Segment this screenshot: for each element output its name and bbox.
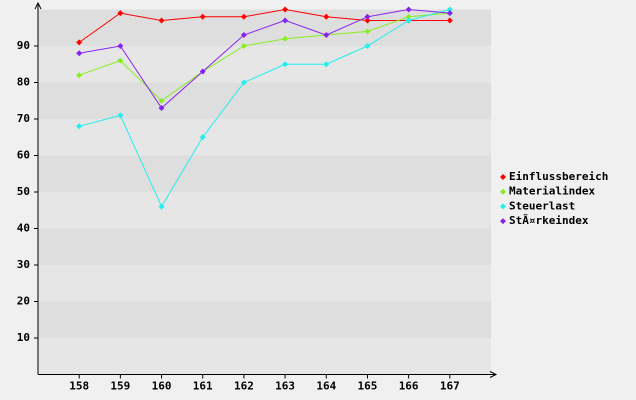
data-point (240, 32, 247, 39)
legend-label: StÃ¤rkeindex (509, 214, 589, 227)
data-point (364, 17, 371, 24)
data-point (158, 17, 165, 24)
y-tick-label: 80 (17, 76, 30, 89)
grid-band (38, 155, 491, 192)
y-tick-label: 20 (17, 295, 30, 308)
x-tick-label: 162 (234, 380, 254, 393)
y-tick-label: 60 (17, 149, 30, 162)
data-point (76, 39, 83, 46)
data-point (158, 105, 165, 112)
data-point (446, 6, 453, 13)
series-line (79, 8, 450, 109)
data-point (446, 17, 453, 24)
series-line (79, 12, 450, 102)
data-point (240, 79, 247, 86)
data-point (446, 10, 453, 17)
data-point (117, 43, 124, 49)
x-axis-arrow (489, 371, 498, 378)
y-tick-label: 40 (17, 222, 30, 235)
data-point (117, 57, 124, 64)
x-tick-label: 167 (440, 380, 460, 393)
data-point (240, 13, 247, 20)
y-axis-arrow (34, 1, 42, 10)
legend-marker (500, 188, 506, 195)
data-point (117, 112, 124, 119)
data-point (76, 123, 83, 130)
x-tick-label: 163 (275, 380, 295, 393)
legend-marker (500, 203, 506, 210)
y-tick-label: 70 (17, 112, 30, 125)
data-point (282, 61, 289, 68)
x-tick-label: 161 (193, 380, 213, 393)
y-tick-label: 90 (17, 39, 30, 52)
data-point (282, 6, 289, 13)
data-point (364, 13, 371, 20)
data-point (282, 35, 289, 42)
x-tick-label: 158 (69, 380, 89, 393)
x-tick-label: 160 (152, 380, 172, 393)
data-point (199, 68, 206, 75)
series-line (79, 9, 450, 208)
grid-band (38, 119, 491, 156)
data-point (199, 13, 206, 20)
grid-band (38, 46, 491, 83)
data-point (405, 13, 412, 20)
data-point (282, 17, 289, 24)
grid-band (38, 192, 491, 229)
data-point (158, 97, 165, 104)
series-line (78, 8, 450, 43)
grid-band (38, 265, 491, 302)
grid-band (38, 301, 491, 338)
x-tick-label: 159 (110, 380, 130, 393)
y-tick-label: 50 (17, 185, 30, 198)
y-tick-label: 30 (17, 258, 30, 271)
data-point (76, 72, 83, 79)
data-point (405, 17, 412, 24)
data-point (323, 61, 330, 68)
data-point (240, 43, 247, 49)
legend-marker (500, 218, 506, 225)
data-point (158, 203, 165, 210)
x-tick-label: 166 (399, 380, 419, 393)
grid-band (38, 228, 491, 265)
data-point (323, 32, 330, 39)
y-tick-label: 10 (17, 331, 30, 344)
x-tick-label: 165 (358, 380, 378, 393)
data-point (76, 50, 83, 57)
data-point (405, 6, 412, 13)
grid-band (38, 82, 491, 119)
data-point (364, 28, 371, 35)
data-point (117, 10, 124, 17)
data-point (364, 43, 371, 49)
data-point (323, 13, 330, 20)
legend-marker (500, 174, 506, 180)
grid-band (38, 338, 491, 375)
data-point (199, 134, 206, 141)
legend-label: Steuerlast (509, 199, 575, 212)
x-tick-label: 164 (316, 380, 336, 393)
legend-label: Einflussbereich (509, 170, 608, 183)
legend-label: Materialindex (509, 185, 595, 198)
